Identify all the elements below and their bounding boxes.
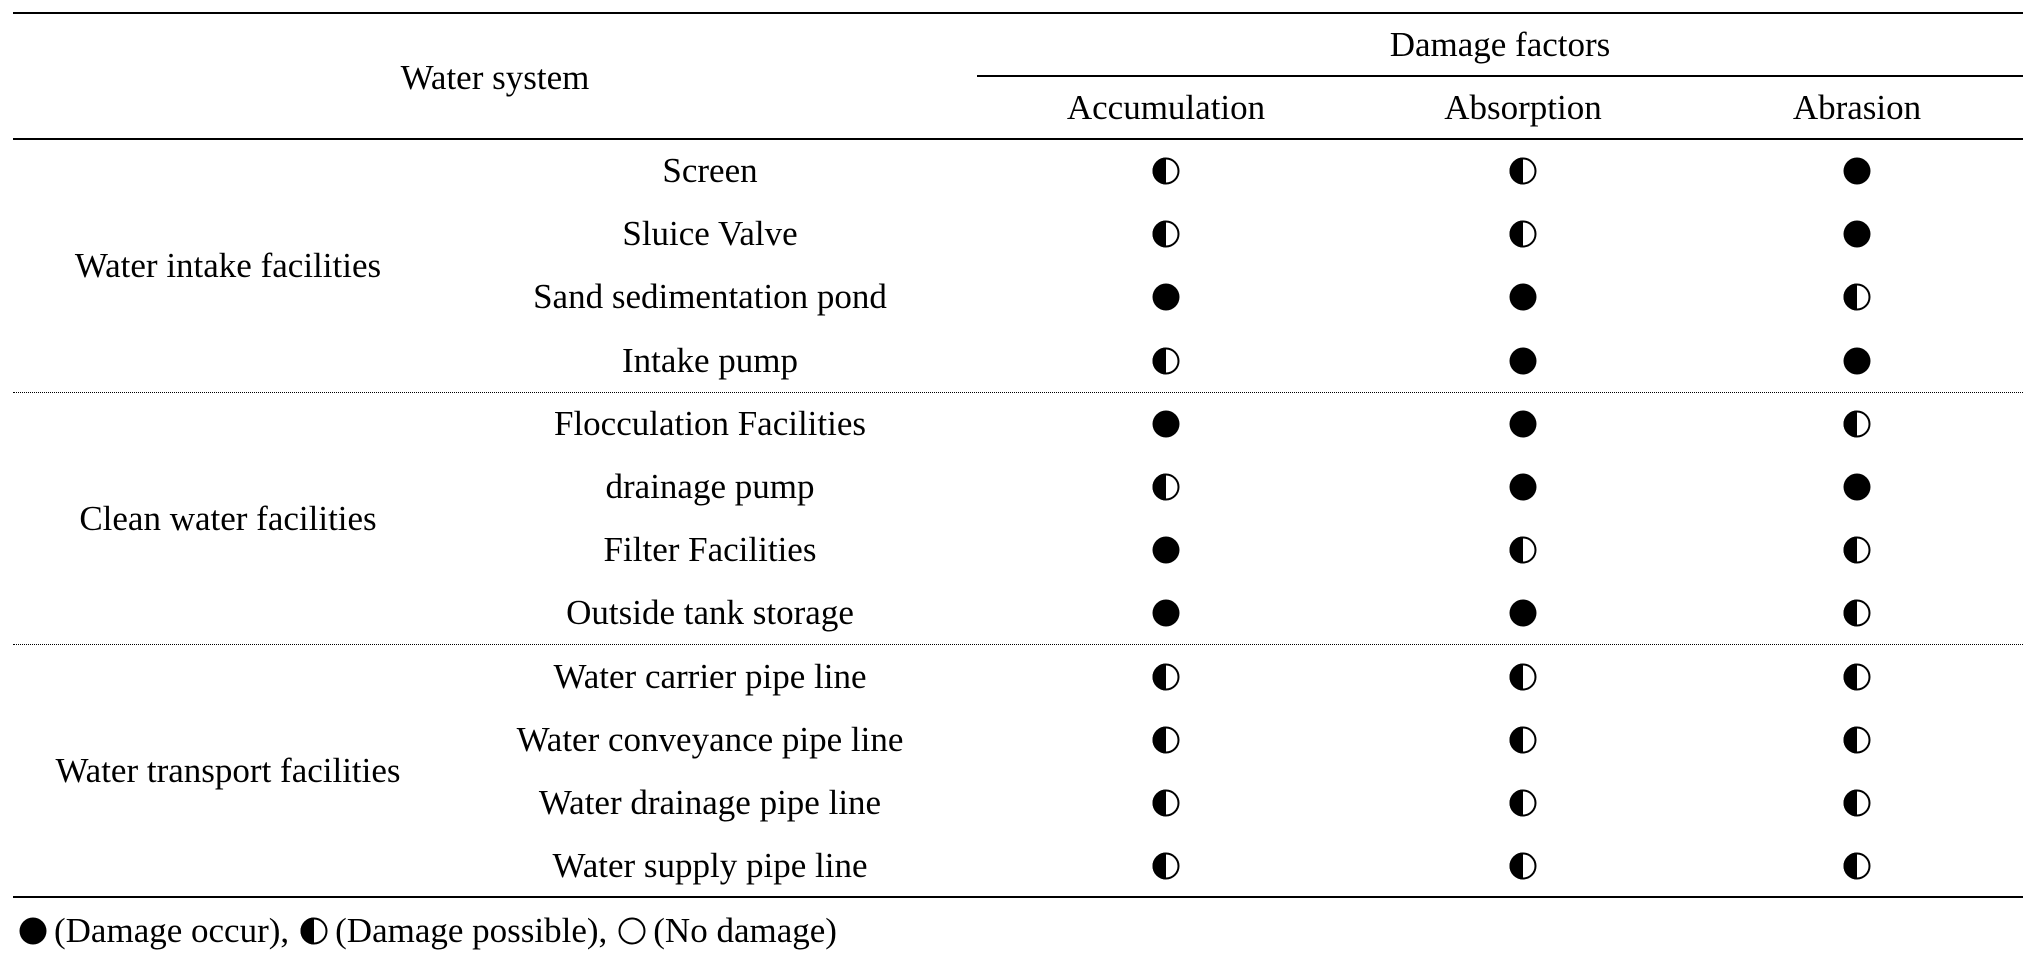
damage-possible-icon (1151, 662, 1181, 692)
damage-possible-icon (1151, 219, 1181, 249)
damage-factors-underline (977, 75, 2023, 77)
damage-occur-icon (1151, 535, 1181, 565)
damage-occur-icon (1508, 472, 1538, 502)
damage-occur-icon (1842, 472, 1872, 502)
damage-possible-icon (1151, 851, 1181, 881)
damage-possible-icon (1508, 156, 1538, 186)
facility-name: Outside tank storage (566, 593, 854, 633)
damage-occur-icon (18, 916, 48, 946)
legend-possible-text: (Damage possible), (335, 911, 608, 950)
damage-possible-icon (1842, 725, 1872, 755)
damage-possible-icon (1842, 788, 1872, 818)
damage-occur-icon (1151, 409, 1181, 439)
damage-possible-icon (1842, 598, 1872, 628)
legend: (Damage occur), (Damage possible), (No d… (18, 911, 837, 951)
legend-none-text: (No damage) (653, 911, 837, 950)
facility-name: Water supply pipe line (552, 846, 868, 886)
header-water-system: Water system (400, 58, 590, 97)
table-bottom-rule (13, 896, 2023, 898)
facility-name: Sluice Valve (622, 214, 798, 254)
damage-possible-icon (1151, 156, 1181, 186)
facility-name: Water conveyance pipe line (516, 719, 904, 759)
damage-occur-icon (1842, 219, 1872, 249)
damage-possible-icon (1151, 788, 1181, 818)
damage-possible-icon (1508, 725, 1538, 755)
damage-possible-icon (1151, 725, 1181, 755)
damage-possible-icon (1842, 662, 1872, 692)
damage-possible-icon (1508, 535, 1538, 565)
damage-possible-icon (1842, 409, 1872, 439)
group-label: Water transport facilities (55, 751, 401, 791)
damage-possible-icon (1842, 282, 1872, 312)
legend-occur-text: (Damage occur), (54, 911, 290, 950)
damage-possible-icon (1842, 851, 1872, 881)
damage-possible-icon (1508, 851, 1538, 881)
damage-occur-icon (1151, 598, 1181, 628)
group-separator-1 (13, 392, 2023, 393)
damage-occur-icon (1842, 156, 1872, 186)
damage-occur-icon (1508, 598, 1538, 628)
facility-name: Flocculation Facilities (553, 403, 867, 443)
header-damage-factors: Damage factors (1389, 25, 1611, 64)
damage-occur-icon (1508, 282, 1538, 312)
facility-name: Water drainage pipe line (538, 783, 882, 822)
facility-name: drainage pump (605, 467, 815, 506)
damage-possible-icon (1151, 472, 1181, 502)
header-bottom-rule (13, 138, 2023, 140)
facility-name: Sand sedimentation pond (533, 277, 887, 317)
column-header-abrasion: Abrasion (1792, 88, 1922, 127)
damage-occur-icon (1508, 346, 1538, 376)
facility-name: Screen (662, 151, 758, 190)
damage-possible-icon (1151, 346, 1181, 376)
group-label: Water intake facilities (74, 245, 382, 285)
group-separator-2 (13, 644, 2023, 645)
column-header-accumulation: Accumulation (1066, 88, 1266, 127)
column-header-absorption: Absorption (1444, 88, 1602, 127)
damage-possible-icon (1508, 219, 1538, 249)
group-label: Clean water facilities (79, 498, 377, 538)
damage-possible-icon (1508, 788, 1538, 818)
table-top-rule (13, 12, 2023, 14)
damage-possible-icon (1508, 662, 1538, 692)
facility-name: Water carrier pipe line (553, 656, 867, 696)
no-damage-icon (617, 916, 647, 946)
facility-name: Filter Facilities (603, 530, 817, 570)
damage-occur-icon (1842, 346, 1872, 376)
damage-possible-icon (299, 916, 329, 946)
facility-name: Intake pump (622, 340, 798, 380)
damage-possible-icon (1842, 535, 1872, 565)
damage-occur-icon (1508, 409, 1538, 439)
damage-occur-icon (1151, 282, 1181, 312)
